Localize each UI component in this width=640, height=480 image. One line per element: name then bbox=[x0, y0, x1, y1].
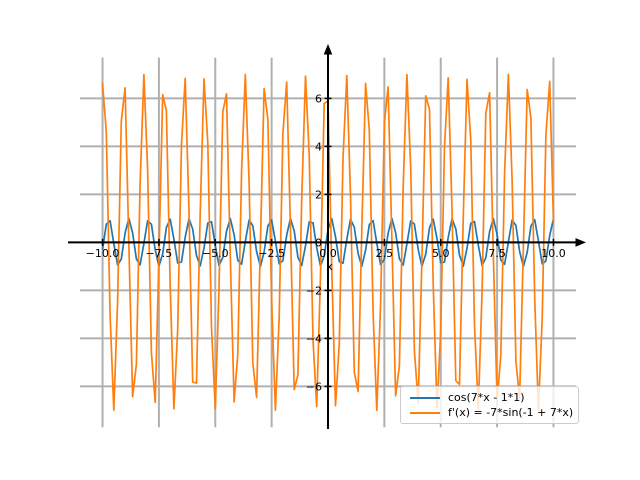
y-axis-arrow bbox=[323, 44, 333, 55]
x-tick-label: 2.5 bbox=[376, 247, 394, 260]
y-tick-label: 2 bbox=[315, 188, 322, 201]
x-tick-label: −2.5 bbox=[258, 247, 285, 260]
x-tick-label: 7.5 bbox=[488, 247, 506, 260]
legend-label-derivative: f'(x) = -7*sin(-1 + 7*x) bbox=[448, 406, 574, 419]
legend-line-swatch-orange bbox=[410, 411, 440, 414]
x-tick-label: −7.5 bbox=[146, 247, 173, 260]
y-tick-label: 6 bbox=[315, 92, 322, 105]
y-tick-label: 4 bbox=[315, 140, 322, 153]
x-axis-arrow bbox=[575, 238, 586, 247]
axes-spines bbox=[68, 44, 586, 429]
legend-entry-cos: cos(7*x - 1*1) bbox=[410, 391, 572, 404]
x-tick-label: −5.0 bbox=[202, 247, 229, 260]
y-tick-label: −6 bbox=[306, 380, 322, 393]
x-tick-label: 0.0 bbox=[319, 247, 337, 260]
x-tick-label: −10.0 bbox=[86, 247, 120, 260]
legend-label-cos: cos(7*x - 1*1) bbox=[448, 391, 525, 404]
x-tick-label: 5.0 bbox=[432, 247, 450, 260]
x-axis-label: x bbox=[326, 260, 333, 273]
y-tick-label: 0 bbox=[315, 236, 322, 249]
legend: cos(7*x - 1*1) f'(x) = -7*sin(-1 + 7*x) bbox=[400, 386, 579, 424]
legend-line-swatch-blue bbox=[410, 396, 440, 399]
x-tick-label: 10.0 bbox=[541, 247, 566, 260]
tick-labels: −10.0 −7.5 −5.0 −2.5 0.0 2.5 5.0 7.5 10.0 6 4 2 0 −2 −… bbox=[86, 92, 566, 393]
y-tick-label: −2 bbox=[306, 284, 322, 297]
y-tick-label: −4 bbox=[306, 332, 322, 345]
legend-entry-derivative: f'(x) = -7*sin(-1 + 7*x) bbox=[410, 406, 574, 419]
